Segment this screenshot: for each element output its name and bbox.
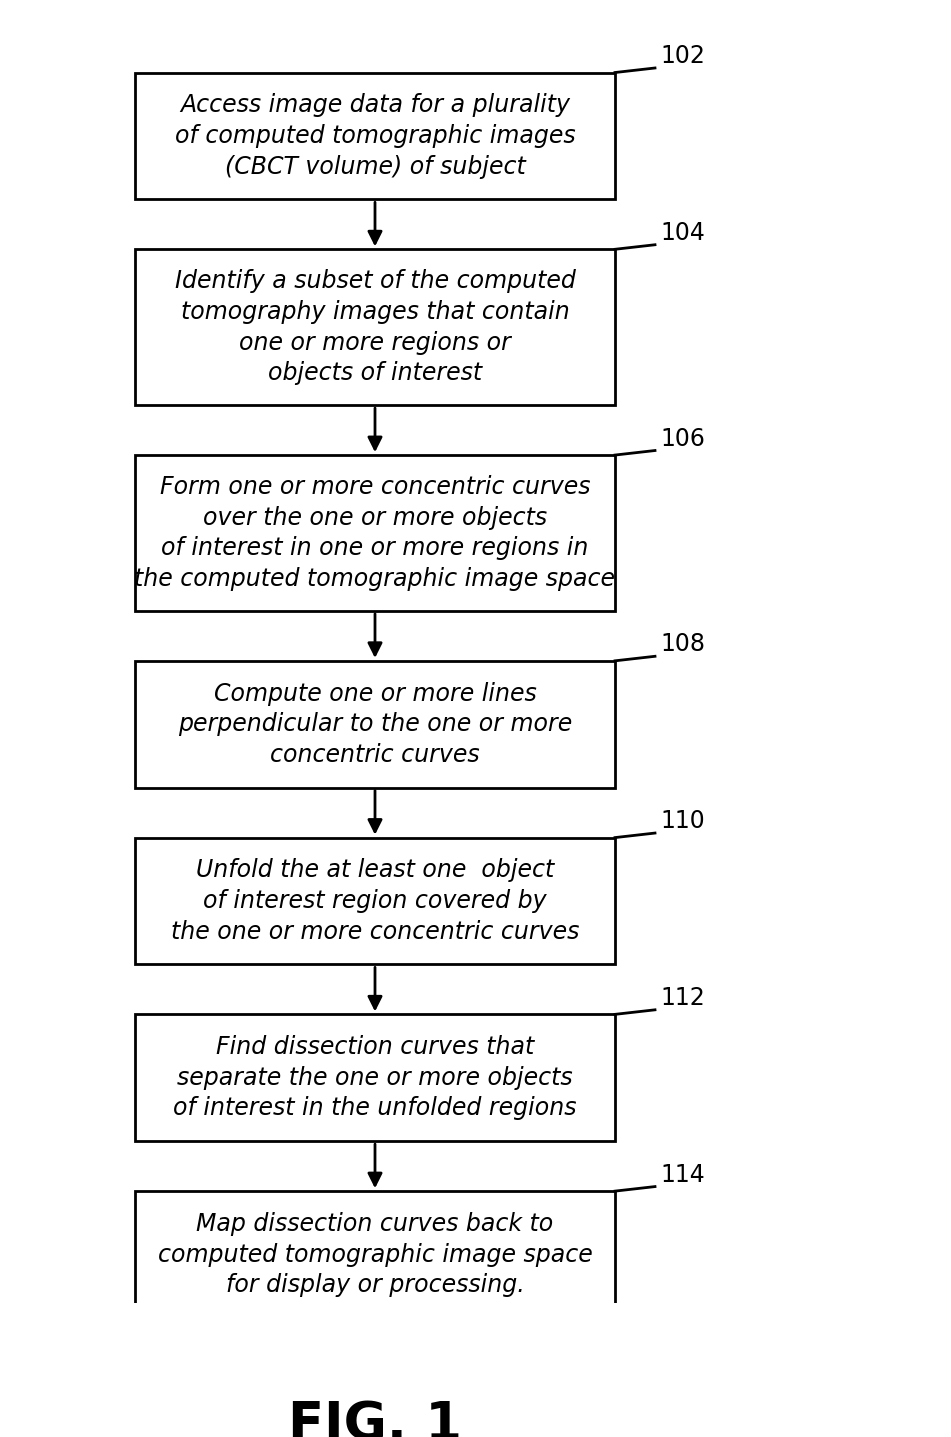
Bar [135, 1015, 615, 1141]
Text: 108: 108 [660, 632, 705, 657]
Text: 114: 114 [660, 1163, 705, 1187]
Text: 112: 112 [660, 986, 705, 1010]
Text: 102: 102 [660, 45, 705, 68]
Text: Form one or more concentric curves
over the one or more objects
of interest in o: Form one or more concentric curves over … [134, 476, 615, 591]
Text: 106: 106 [660, 427, 705, 451]
Bar [135, 249, 615, 405]
Text: 104: 104 [660, 221, 705, 244]
Bar [135, 1191, 615, 1318]
Text: 110: 110 [660, 809, 705, 833]
Text: Identify a subset of the computed
tomography images that contain
one or more reg: Identify a subset of the computed tomogr… [175, 269, 575, 385]
Bar [135, 72, 615, 200]
Text: Map dissection curves back to
computed tomographic image space
for display or pr: Map dissection curves back to computed t… [158, 1211, 592, 1298]
Text: Find dissection curves that
separate the one or more objects
of interest in the : Find dissection curves that separate the… [173, 1035, 576, 1121]
Text: Unfold the at least one  object
of interest region covered by
the one or more co: Unfold the at least one object of intere… [171, 858, 579, 944]
Text: Compute one or more lines
perpendicular to the one or more
concentric curves: Compute one or more lines perpendicular … [178, 681, 573, 767]
Text: FIG. 1: FIG. 1 [288, 1400, 462, 1437]
Bar [135, 661, 615, 787]
Bar [135, 456, 615, 611]
Bar [135, 838, 615, 964]
Text: Access image data for a plurality
of computed tomographic images
(CBCT volume) o: Access image data for a plurality of com… [175, 93, 575, 178]
